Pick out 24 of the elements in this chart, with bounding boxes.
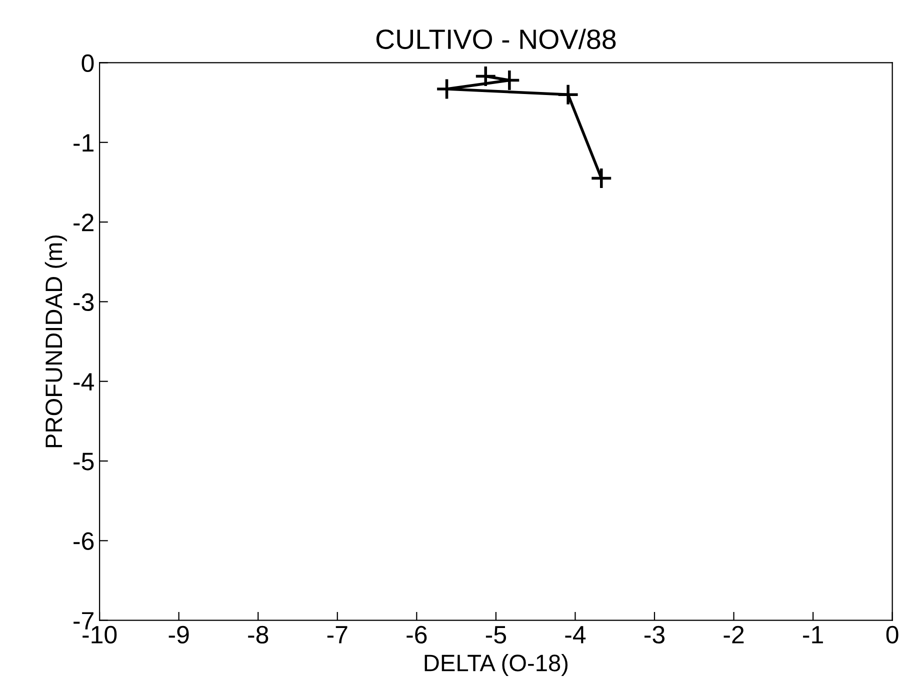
- x-tick-label: -9: [168, 626, 189, 644]
- x-tick-label: -7: [327, 626, 348, 644]
- y-axis-title: PROFUNDIDAD (m): [44, 235, 67, 448]
- y-tick-label: -5: [74, 452, 94, 470]
- y-tick-label: -1: [74, 134, 94, 152]
- x-tick-label: -5: [486, 626, 506, 644]
- point: [556, 83, 580, 106]
- point: [590, 167, 612, 190]
- x-tick-label: -8: [248, 626, 268, 644]
- x-tick-label: -3: [644, 626, 665, 644]
- y-tick-label: -4: [74, 373, 94, 390]
- x-tick-label: 0: [886, 626, 898, 644]
- y-tick-label: -3: [74, 293, 94, 312]
- y-tick-label: -6: [74, 532, 94, 550]
- x-axis-title: DELTA (O-18): [424, 654, 568, 676]
- x-tick-label: -6: [406, 626, 427, 644]
- point: [498, 69, 521, 92]
- x-tick-label: -2: [724, 626, 744, 644]
- x-tick-label: -4: [565, 626, 586, 644]
- y-tick-label: 0: [82, 54, 94, 72]
- chart-title: CULTIVO - NOV/88: [376, 28, 616, 50]
- point: [474, 65, 497, 88]
- y-tick-label: -2: [74, 214, 94, 232]
- x-tick-label: -1: [803, 626, 823, 644]
